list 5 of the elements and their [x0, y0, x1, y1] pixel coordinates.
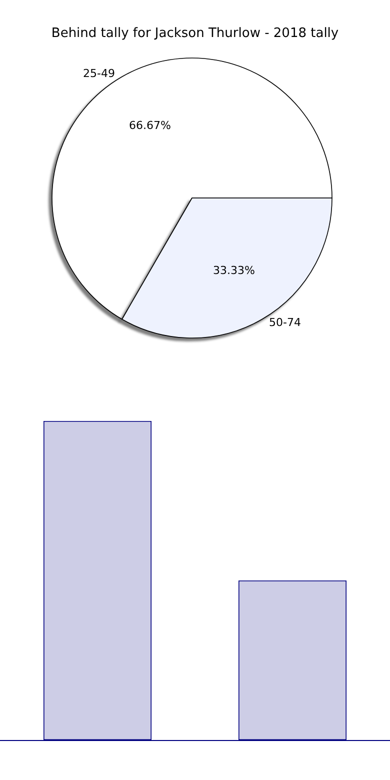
data-label: 66.67% [129, 118, 171, 132]
slice-label: 25-49 [83, 66, 115, 80]
data-label: 33.33% [213, 264, 255, 278]
slice-label: 50-74 [269, 316, 301, 330]
chart-title: Behind tally for Jackson Thurlow - 2018 tally [51, 26, 339, 41]
